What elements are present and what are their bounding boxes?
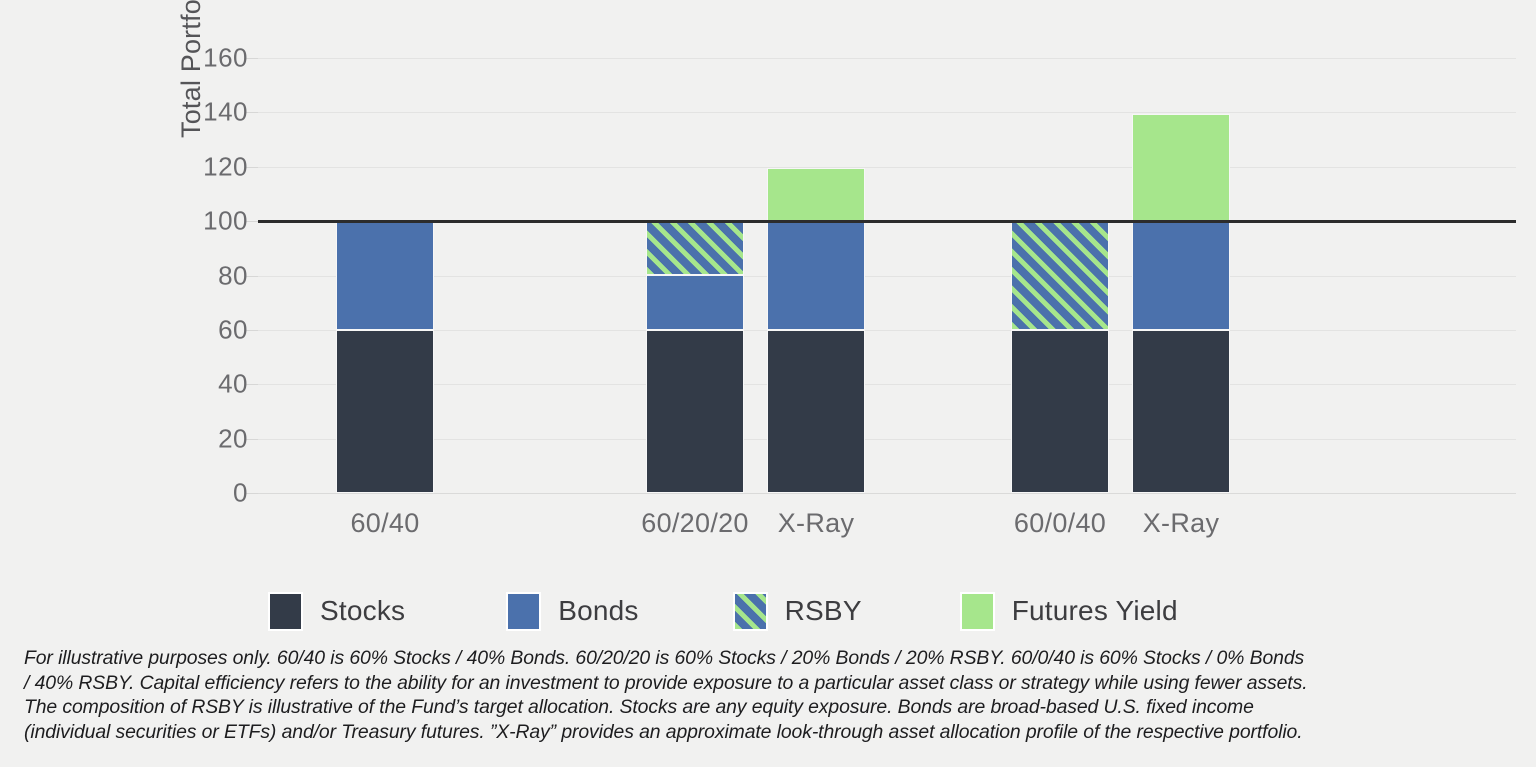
bar-60-0-40[interactable]	[1011, 221, 1109, 493]
bar-segment-stocks[interactable]	[767, 329, 865, 493]
bar-segment-futures-yield[interactable]	[1132, 113, 1230, 221]
gridline-120	[258, 166, 1516, 168]
bar-60-20-20[interactable]	[646, 221, 744, 493]
gridline-140	[258, 112, 1516, 114]
x-tick-label-xray-2: X-Ray	[1142, 508, 1220, 538]
bar-segment-bonds[interactable]	[646, 275, 744, 330]
legend-label-bonds: Bonds	[558, 595, 639, 626]
gridline-60	[258, 330, 1516, 331]
x-tick-label-60-40: 60/40	[350, 508, 420, 538]
tick-mark-60	[245, 330, 258, 331]
tick-mark-140	[245, 112, 258, 114]
legend-label-futures-yield: Futures Yield	[1011, 595, 1178, 626]
y-tick-label-140: 140	[203, 96, 248, 127]
plot-area: Total Portfolio Exposure 160 140 120 100…	[176, 0, 1516, 508]
tick-mark-40	[245, 384, 258, 386]
bar-segment-stocks[interactable]	[336, 329, 434, 493]
gridline-160	[258, 58, 1516, 59]
tick-mark-160	[245, 58, 258, 59]
legend-swatch-rsby-icon	[732, 591, 768, 631]
bar-segment-bonds[interactable]	[767, 221, 865, 330]
y-tick-label-80: 80	[218, 260, 248, 291]
reference-line-100	[258, 220, 1516, 224]
legend-item-futures-yield[interactable]: Futures Yield	[959, 591, 1178, 631]
legend-label-rsby: RSBY	[784, 595, 862, 626]
gridline-0	[258, 493, 1516, 494]
legend-item-rsby[interactable]: RSBY	[732, 591, 862, 631]
chart-legend: Stocks Bonds RSBY Futures Yield	[268, 588, 1178, 634]
tick-mark-120	[245, 166, 258, 168]
legend-swatch-stocks-icon	[268, 591, 303, 631]
bar-segment-stocks[interactable]	[1011, 329, 1109, 493]
y-tick-label-120: 120	[203, 151, 248, 182]
bar-segment-rsby[interactable]	[646, 221, 744, 276]
gridline-40	[258, 384, 1516, 386]
legend-swatch-futures-yield-icon	[959, 591, 995, 631]
bar-segment-rsby[interactable]	[1011, 221, 1109, 330]
legend-label-stocks: Stocks	[320, 595, 406, 626]
tick-mark-100	[245, 221, 258, 223]
y-tick-label-60: 60	[218, 314, 248, 345]
footnote-line-1: For illustrative purposes only. 60/40 is…	[24, 647, 1305, 669]
tick-mark-20	[245, 438, 258, 440]
footnote-disclaimer: For illustrative purposes only. 60/40 is…	[24, 646, 1516, 744]
bar-xray-1[interactable]	[767, 168, 865, 493]
x-tick-label-60-20-20: 60/20/20	[641, 508, 749, 538]
y-tick-label-160: 160	[203, 42, 248, 73]
legend-swatch-bonds-icon	[506, 591, 542, 631]
x-tick-label-xray-1: X-Ray	[777, 508, 855, 538]
bar-segment-stocks[interactable]	[1132, 329, 1230, 493]
x-tick-labels: 60/40 60/20/20 X-Ray 60/0/40 X-Ray	[258, 508, 1516, 554]
bar-segment-stocks[interactable]	[646, 329, 744, 493]
tick-mark-0	[245, 493, 258, 494]
gridline-80	[258, 275, 1516, 277]
legend-item-stocks[interactable]: Stocks	[268, 591, 406, 631]
footnote-line-3: The composition of RSBY is illustrative …	[24, 696, 1254, 719]
bar-xray-2[interactable]	[1132, 113, 1230, 493]
y-tick-label-0: 0	[233, 477, 248, 508]
y-tick-labels: 160 140 120 100 80 60 40 20 0	[186, 43, 248, 508]
tick-mark-80	[245, 275, 258, 277]
bar-segment-bonds[interactable]	[1132, 221, 1230, 330]
bar-segment-futures-yield[interactable]	[767, 168, 865, 221]
bar-segment-bonds[interactable]	[336, 221, 434, 330]
footnote-line-2: / 40% RSBY. Capital efficiency refers to…	[24, 671, 1308, 694]
footnote-line-4: (individual securities or ETFs) and/or T…	[24, 720, 1303, 743]
x-tick-label-60-0-40: 60/0/40	[1013, 508, 1107, 538]
gridline-20	[258, 438, 1516, 440]
y-tick-label-40: 40	[218, 368, 248, 399]
legend-item-bonds[interactable]: Bonds	[506, 591, 639, 631]
bar-60-40[interactable]	[336, 221, 434, 493]
y-tick-label-20: 20	[218, 423, 248, 454]
y-tick-label-100: 100	[203, 205, 248, 236]
